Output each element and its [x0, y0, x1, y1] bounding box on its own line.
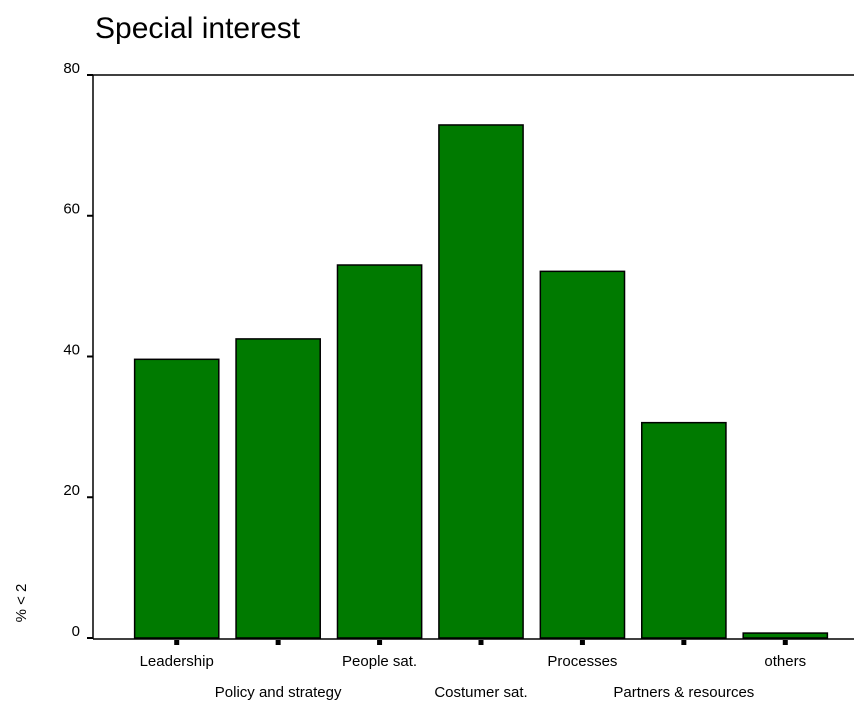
x-tick-label: Policy and strategy	[215, 684, 342, 701]
x-tick	[377, 640, 383, 645]
bar	[133, 358, 220, 639]
x-tick-label: Processes	[547, 653, 617, 670]
bar	[235, 338, 321, 639]
x-tick-label: Leadership	[140, 653, 214, 670]
bar	[539, 270, 626, 639]
y-tick-label: 40	[63, 341, 80, 358]
x-tick	[579, 640, 585, 645]
bar	[641, 421, 727, 639]
x-tick	[782, 640, 788, 645]
bar	[438, 124, 524, 639]
x-tick	[681, 640, 687, 645]
x-tick-label: People sat.	[342, 653, 417, 670]
x-tick-label: Costumer sat.	[434, 684, 527, 701]
y-axis-label: % < 2	[13, 584, 30, 623]
x-tick	[174, 640, 180, 645]
y-tick-label: 60	[63, 201, 80, 218]
x-tick-label: Partners & resources	[613, 684, 754, 701]
bar	[742, 632, 829, 639]
bar	[336, 264, 423, 639]
y-tick-label: 80	[63, 60, 80, 77]
chart-title: Special interest	[95, 12, 301, 45]
x-tick	[275, 640, 281, 645]
x-tick	[478, 640, 484, 645]
x-tick-label: others	[764, 653, 806, 670]
y-tick-label: 0	[72, 623, 80, 640]
y-tick-label: 20	[63, 482, 80, 499]
